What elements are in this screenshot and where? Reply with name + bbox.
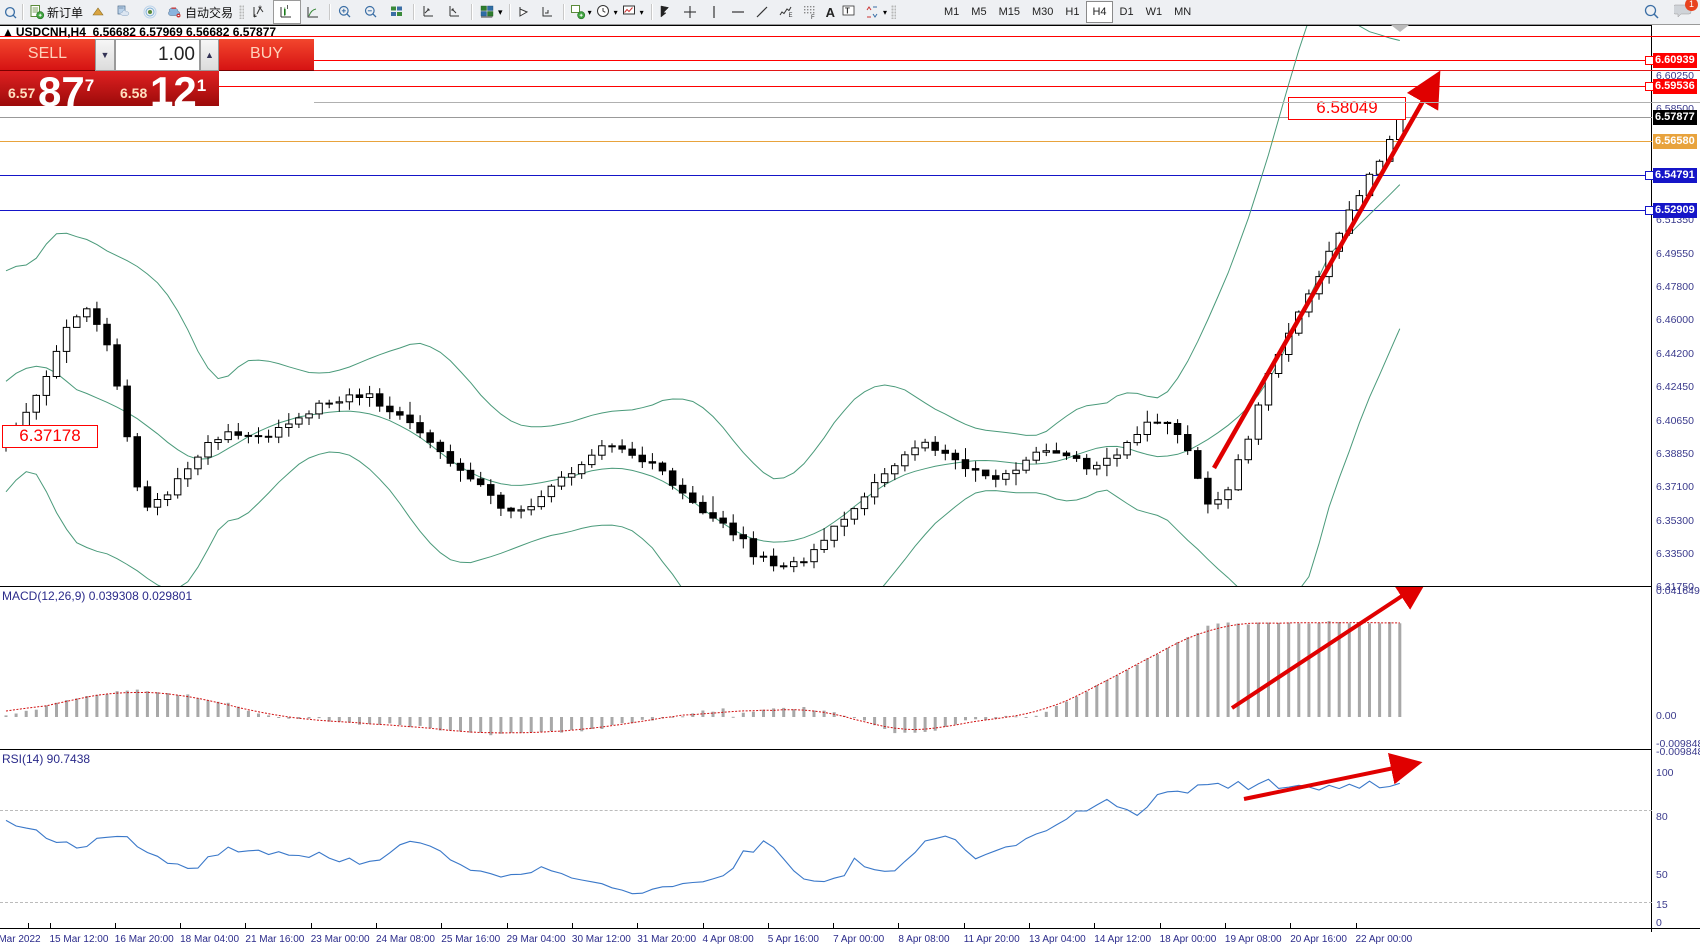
svg-text:F: F bbox=[811, 15, 815, 20]
svg-text:E: E bbox=[788, 13, 792, 19]
svg-text:T: T bbox=[845, 7, 850, 16]
